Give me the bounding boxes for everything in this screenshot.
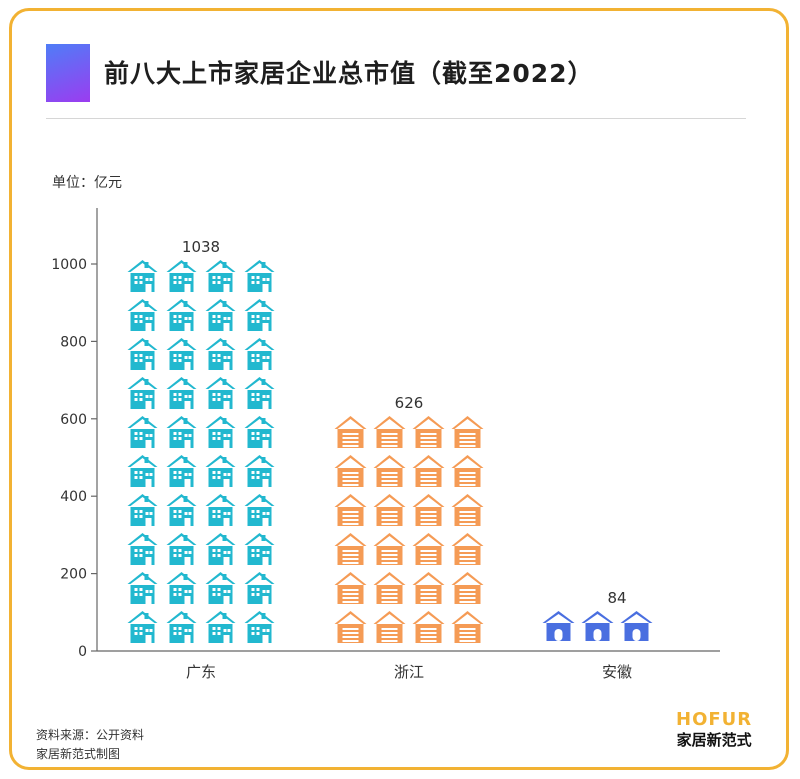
house-garage-icon [373, 416, 406, 448]
bar-3 [542, 611, 653, 641]
house-building-icon [205, 299, 236, 331]
house-garage-icon [373, 494, 406, 526]
bar-1 [127, 260, 275, 643]
house-building-icon [244, 455, 275, 487]
house-garage-icon [334, 611, 367, 643]
x-tick-label: 浙江 [394, 663, 424, 681]
chart-title: 前八大上市家居企业总市值（截至2022） [104, 59, 594, 88]
logo-cn: 家居新范式 [676, 731, 752, 749]
y-tick-label: 400 [60, 489, 87, 505]
house-building-icon [166, 377, 197, 409]
house-building-icon [127, 455, 158, 487]
house-building-icon [127, 338, 158, 370]
y-tick-label: 1000 [51, 257, 87, 273]
house-building-icon [205, 533, 236, 565]
y-tick-label: 0 [78, 644, 87, 660]
house-building-icon [166, 416, 197, 448]
house-building-icon [205, 572, 236, 604]
house-garage-icon [412, 611, 445, 643]
house-garage-icon [373, 455, 406, 487]
house-building-icon [166, 260, 197, 292]
house-building-icon [166, 494, 197, 526]
house-building-icon [244, 494, 275, 526]
house-simple-icon [581, 611, 614, 641]
house-building-icon [166, 299, 197, 331]
house-garage-icon [373, 611, 406, 643]
house-garage-icon [451, 533, 484, 565]
value-label: 84 [607, 589, 626, 607]
house-building-icon [166, 455, 197, 487]
house-building-icon [244, 260, 275, 292]
house-building-icon [244, 533, 275, 565]
house-garage-icon [451, 572, 484, 604]
house-garage-icon [334, 455, 367, 487]
house-building-icon [127, 416, 158, 448]
house-garage-icon [412, 494, 445, 526]
house-building-icon [205, 377, 236, 409]
title-accent-bar [46, 44, 90, 102]
house-garage-icon [373, 533, 406, 565]
house-garage-icon [373, 572, 406, 604]
y-tick-label: 600 [60, 412, 87, 428]
house-building-icon [127, 260, 158, 292]
house-building-icon [127, 611, 158, 643]
house-building-icon [166, 572, 197, 604]
house-building-icon [244, 572, 275, 604]
house-simple-icon [620, 611, 653, 641]
house-building-icon [127, 299, 158, 331]
y-tick-label: 800 [60, 334, 87, 350]
house-garage-icon [334, 572, 367, 604]
value-label: 1038 [182, 238, 220, 256]
house-garage-icon [412, 455, 445, 487]
hofur-logo: HOFUR 家居新范式 [676, 710, 752, 750]
house-garage-icon [451, 416, 484, 448]
house-building-icon [127, 494, 158, 526]
house-building-icon [244, 611, 275, 643]
house-building-icon [127, 533, 158, 565]
unit-label: 单位：亿元 [52, 175, 122, 191]
house-building-icon [127, 572, 158, 604]
house-building-icon [205, 494, 236, 526]
house-building-icon [205, 260, 236, 292]
house-building-icon [244, 416, 275, 448]
credit-text: 家居新范式制图 [36, 747, 121, 761]
house-building-icon [205, 611, 236, 643]
house-building-icon [205, 338, 236, 370]
house-building-icon [127, 377, 158, 409]
bar-2 [334, 416, 484, 643]
house-garage-icon [334, 533, 367, 565]
y-tick-label: 200 [60, 567, 87, 583]
logo-en: HOFUR [676, 709, 753, 730]
house-garage-icon [451, 455, 484, 487]
house-building-icon [244, 377, 275, 409]
x-tick-label: 广东 [186, 663, 216, 681]
source-text: 资料来源：公开资料 [36, 728, 145, 742]
house-building-icon [244, 299, 275, 331]
house-building-icon [244, 338, 275, 370]
house-simple-icon [542, 611, 575, 641]
house-garage-icon [334, 494, 367, 526]
house-garage-icon [451, 611, 484, 643]
house-building-icon [166, 338, 197, 370]
house-garage-icon [451, 494, 484, 526]
x-tick-label: 安徽 [602, 663, 632, 681]
house-building-icon [205, 455, 236, 487]
value-label: 626 [395, 394, 424, 412]
house-garage-icon [412, 572, 445, 604]
house-building-icon [166, 611, 197, 643]
house-garage-icon [334, 416, 367, 448]
house-building-icon [166, 533, 197, 565]
house-garage-icon [412, 533, 445, 565]
house-building-icon [205, 416, 236, 448]
title-divider [46, 118, 746, 119]
house-garage-icon [412, 416, 445, 448]
